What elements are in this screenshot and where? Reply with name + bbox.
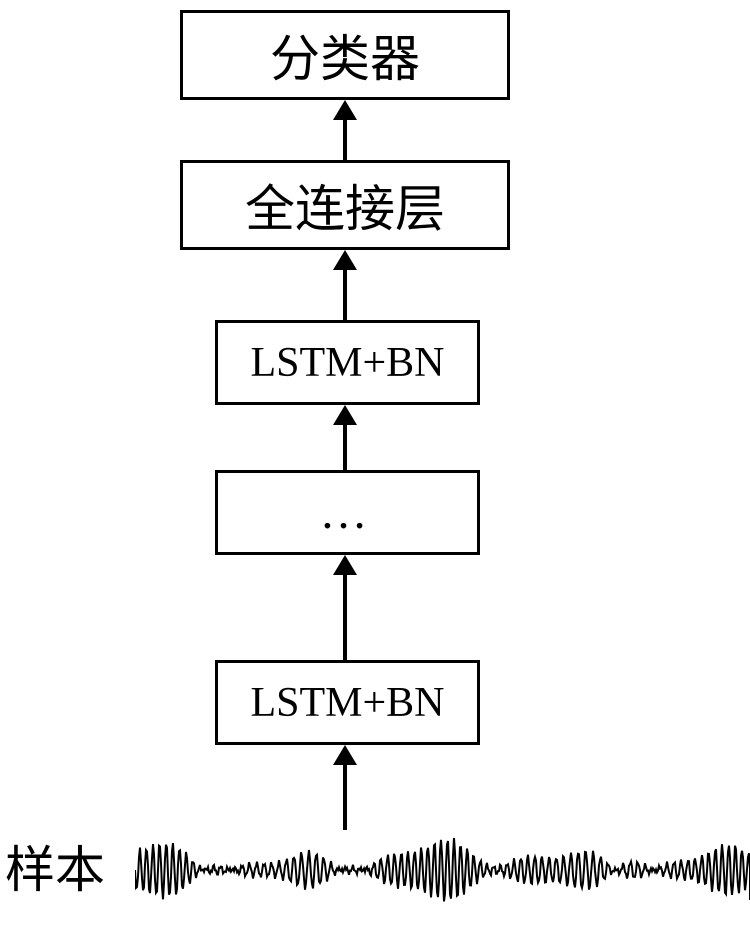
- lstm1-label: LSTM+BN: [250, 679, 444, 727]
- sample-waveform: [135, 830, 750, 910]
- classifier-box: 分类器: [180, 10, 510, 100]
- ellipsis-label: …: [320, 485, 376, 540]
- arrow-sample-lstm1: [333, 745, 357, 830]
- lstm1-box: LSTM+BN: [215, 660, 480, 745]
- arrow-lstm1-ellipsis: [333, 555, 357, 660]
- arrow-ellipsis-lstm2: [333, 405, 357, 470]
- ellipsis-box: …: [215, 470, 480, 555]
- arrow-fc-classifier: [333, 100, 357, 160]
- flowchart-diagram: 分类器 全连接层 LSTM+BN … LSTM+BN 样本: [0, 0, 750, 939]
- lstm2-label: LSTM+BN: [250, 339, 444, 387]
- arrow-lstm2-fc: [333, 250, 357, 320]
- lstm2-box: LSTM+BN: [215, 320, 480, 405]
- classifier-label: 分类器: [270, 19, 420, 91]
- fc-box: 全连接层: [180, 160, 510, 250]
- sample-label: 样本: [5, 830, 105, 902]
- fc-label: 全连接层: [245, 169, 445, 241]
